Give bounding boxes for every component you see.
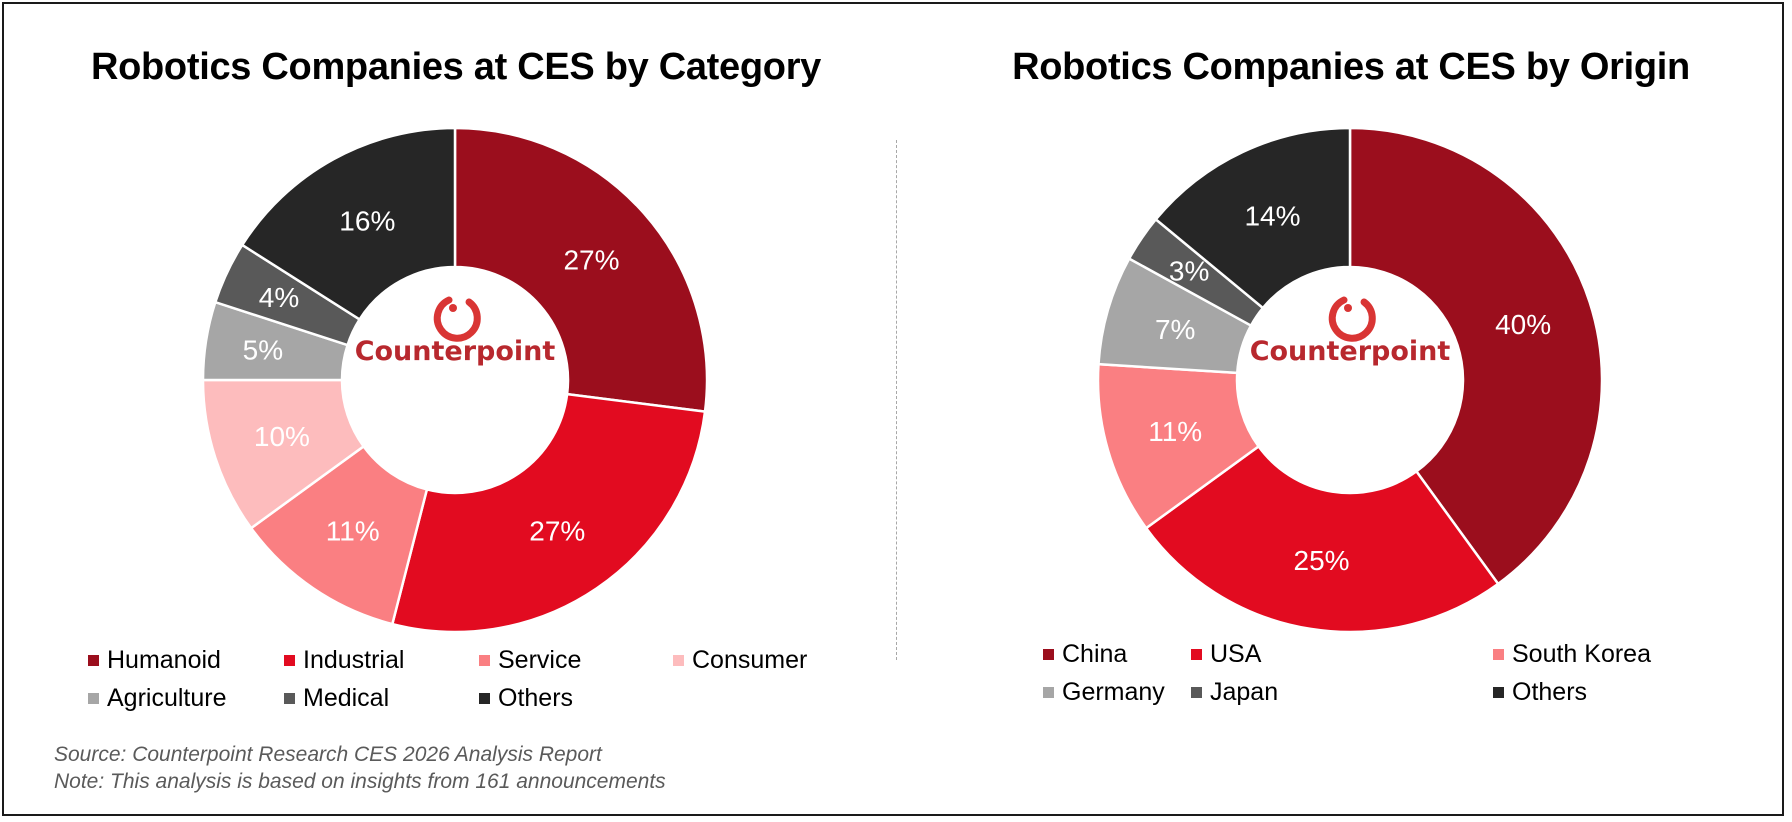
legend-swatch: [88, 693, 99, 704]
slice-humanoid: [453, 126, 709, 413]
legend-item-humanoid: Humanoid: [88, 646, 221, 675]
data-label-service: 11%: [326, 516, 380, 547]
legend-item-industrial: Industrial: [284, 646, 404, 675]
legend-label: China: [1062, 640, 1128, 668]
source-text: Source: Counterpoint Research CES 2026 A…: [54, 743, 602, 766]
chart-divider: [896, 140, 897, 660]
legend-swatch: [88, 655, 99, 666]
data-label-others: 16%: [339, 206, 395, 237]
legend-swatch: [1493, 687, 1504, 698]
counterpoint-dot-icon: [449, 304, 457, 312]
legend-label: South Korea: [1512, 640, 1651, 668]
slice-usa: [1144, 444, 1500, 634]
legend-swatch: [479, 693, 490, 704]
slice-south-korea: [1096, 362, 1261, 530]
legend-item-others: Others: [479, 684, 573, 713]
counterpoint-ring-icon: [1328, 296, 1376, 342]
legend-swatch: [284, 693, 295, 704]
legend-label: Others: [1512, 678, 1588, 706]
note-text: Note: This analysis is based on insights…: [54, 770, 666, 793]
counterpoint-logo: Counterpoint: [355, 296, 556, 367]
chart-title-origin: Robotics Companies at CES by Origin: [1012, 46, 1690, 88]
legend-label: Industrial: [303, 646, 405, 674]
legend-swatch: [1043, 687, 1054, 698]
legend-item-usa: USA: [1191, 640, 1261, 669]
legend-label: Germany: [1062, 678, 1165, 706]
data-label-industrial: 27%: [529, 516, 585, 547]
legend-item-consumer: Consumer: [673, 646, 807, 675]
counterpoint-logo: Counterpoint: [1250, 296, 1451, 367]
legend-label: Consumer: [692, 646, 808, 674]
logo-wordmark: Counterpoint: [355, 336, 556, 367]
legend-item-japan: Japan: [1191, 678, 1278, 707]
legend-label: Others: [498, 684, 574, 712]
data-label-agriculture: 5%: [243, 335, 283, 366]
legend-item-others: Others: [1493, 678, 1587, 707]
slice-others: [1154, 126, 1352, 310]
legend-swatch: [673, 655, 684, 666]
legend-item-service: Service: [479, 646, 581, 675]
data-label-china: 40%: [1495, 309, 1551, 340]
counterpoint-ring-icon: [433, 296, 481, 342]
legend-swatch: [1191, 649, 1202, 660]
legend-item-medical: Medical: [284, 684, 389, 713]
footer-notes: Source: Counterpoint Research CES 2026 A…: [54, 741, 666, 795]
legend-swatch: [479, 655, 490, 666]
legend-item-germany: Germany: [1043, 678, 1165, 707]
legend-label: Agriculture: [107, 684, 227, 712]
legend-item-agriculture: Agriculture: [88, 684, 227, 713]
legend-swatch: [284, 655, 295, 666]
legend-label: Humanoid: [107, 646, 221, 674]
data-label-usa: 25%: [1294, 545, 1350, 576]
legend-item-south-korea: South Korea: [1493, 640, 1651, 669]
data-label-germany: 7%: [1155, 314, 1195, 345]
chart-title-category: Robotics Companies at CES by Category: [90, 46, 822, 88]
data-label-japan: 3%: [1169, 256, 1209, 287]
slice-service: [249, 444, 429, 626]
logo-wordmark: Counterpoint: [1250, 336, 1451, 367]
legend-label: Medical: [303, 684, 390, 712]
data-label-humanoid: 27%: [563, 245, 619, 276]
slice-industrial: [390, 392, 707, 634]
legend-label: Service: [498, 646, 582, 674]
legend-swatch: [1493, 649, 1504, 660]
slice-china: [1348, 126, 1604, 586]
data-label-consumer: 10%: [254, 421, 310, 452]
slice-others: [240, 126, 457, 322]
legend-label: Japan: [1210, 678, 1279, 706]
legend-item-china: China: [1043, 640, 1127, 669]
legend-swatch: [1043, 649, 1054, 660]
counterpoint-dot-icon: [1344, 304, 1352, 312]
data-label-south-korea: 11%: [1148, 416, 1202, 447]
data-label-others: 14%: [1244, 200, 1300, 231]
legend-label: USA: [1210, 640, 1262, 668]
legend-swatch: [1191, 687, 1202, 698]
data-label-medical: 4%: [259, 282, 299, 313]
